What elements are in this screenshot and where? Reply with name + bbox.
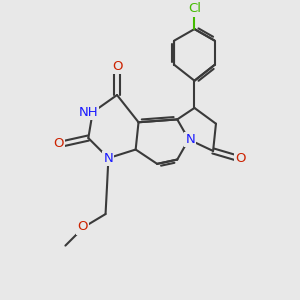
Text: NH: NH [79,106,98,119]
Text: Cl: Cl [188,2,201,16]
Text: O: O [235,152,246,165]
Text: N: N [185,133,195,146]
Text: O: O [112,60,122,73]
Text: O: O [53,137,64,150]
Text: O: O [77,220,88,233]
Text: N: N [103,152,113,165]
